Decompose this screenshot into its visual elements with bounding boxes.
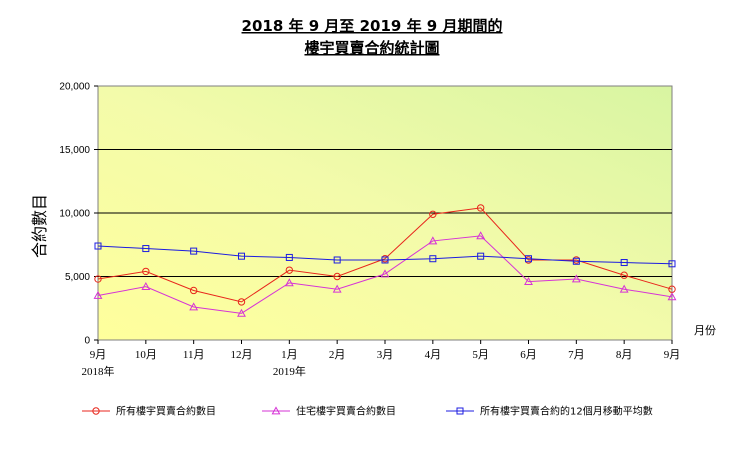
series-1-point [333, 272, 341, 281]
series-2-point [476, 231, 486, 240]
y-axis-title: 合約數目 [30, 194, 49, 258]
series-1-point [285, 266, 294, 274]
y-tick-label: 5,000 [65, 272, 90, 283]
series-3-point [525, 255, 532, 263]
series-3-point [142, 245, 150, 253]
y-tick-label: 0 [84, 336, 90, 347]
legend-marker-3 [456, 407, 464, 415]
x-tick-label: 10月 [135, 349, 157, 361]
series-2-point [524, 276, 533, 285]
x-tick-label: 1月 [281, 349, 298, 361]
x-tick-label: 7月 [568, 349, 585, 361]
series-2-point [332, 284, 342, 293]
y-axis-ticks: 0 5,000 10,000 15,000 20,000 [59, 82, 98, 347]
series-2-point [380, 269, 390, 278]
series-3-point [668, 260, 676, 268]
series-2-point [284, 278, 294, 287]
series-2-point [619, 284, 629, 293]
x-tick-label: 9月 [90, 349, 107, 361]
series-3-point [190, 247, 198, 255]
year-label: 2019年 [273, 364, 306, 378]
series-1-point [429, 210, 437, 218]
y-tick-label: 10,000 [59, 209, 90, 220]
series-3-point [333, 256, 341, 264]
series-2-point [93, 290, 103, 299]
x-tick-label: 8月 [616, 349, 633, 361]
series-2-point [428, 236, 438, 245]
y-tick-label: 20,000 [59, 82, 90, 93]
x-tick-label: 2月 [329, 349, 346, 361]
x-tick-label: 11月 [183, 349, 205, 361]
series-1-point [620, 271, 628, 279]
series-3-point [429, 255, 437, 263]
series-3-point [381, 256, 389, 264]
series-3-point [620, 259, 628, 267]
legend-label-3: 所有樓宇買賣合約的12個月移動平均數 [480, 405, 653, 418]
series-1-point [189, 286, 198, 295]
series-2-point [141, 282, 151, 291]
series-2-point [189, 302, 199, 311]
legend-marker-2 [271, 406, 281, 415]
series-3-point [238, 252, 245, 260]
series-3-point [94, 242, 102, 250]
series-2-line [97, 235, 673, 314]
x-axis-ticks: 9月 10月 11月 12月 1月 2月 3月 4月 5月 6月 7月 8月 9月 2018年 2019年 [82, 340, 681, 378]
x-tick-label: 5月 [472, 349, 489, 361]
y-tick-label: 15,000 [59, 145, 90, 156]
year-label: 2018年 [82, 364, 115, 378]
x-tick-label: 4月 [425, 349, 442, 361]
x-axis-title: 月份 [694, 324, 716, 337]
series-3-point [477, 252, 485, 260]
series-3-point [572, 257, 580, 265]
chart-title-line-1: 2018 年 9 月至 2019 年 9 月期間的 [242, 17, 503, 35]
series-2-point [237, 308, 246, 317]
series-1-point [476, 204, 485, 212]
series-3-point [285, 253, 293, 261]
x-tick-label: 9月 [664, 349, 681, 361]
x-tick-label: 6月 [520, 349, 537, 361]
series-3-line [97, 245, 673, 265]
x-tick-label: 12月 [231, 349, 253, 361]
series-1-point [237, 298, 246, 306]
x-tick-label: 3月 [377, 349, 394, 361]
series-1-point [142, 267, 150, 276]
legend: 所有樓宇買賣合約數目 住宅樓宇買賣合約數目 所有樓宇買賣合約的12個月移動平均數 [82, 405, 653, 418]
legend-label-1: 所有樓宇買賣合約數目 [116, 405, 216, 418]
legend-marker-1 [92, 407, 100, 415]
legend-label-2: 住宅樓宇買賣合約數目 [296, 405, 396, 418]
series-lines [93, 204, 677, 317]
series-2-point [571, 274, 581, 283]
series-1-line [97, 207, 673, 303]
series-2-point [667, 292, 677, 301]
chart-title-line-2: 樓宇買賣合約統計圖 [304, 39, 439, 57]
series-1-point [94, 275, 102, 283]
